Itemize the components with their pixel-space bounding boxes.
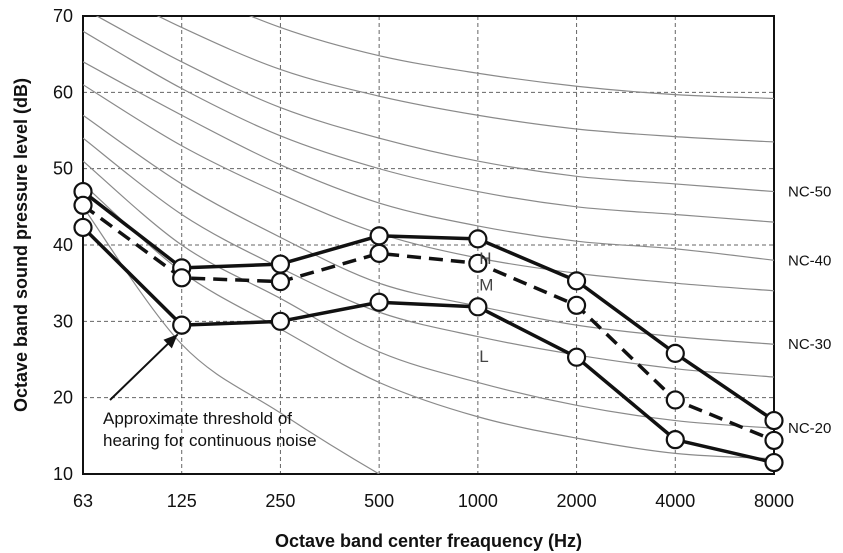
y-tick-10: 10	[53, 464, 73, 484]
point-l-250	[270, 311, 291, 331]
point-m-250	[270, 272, 291, 292]
x-tick-1000: 1000	[458, 491, 498, 511]
x-tick-500: 500	[364, 491, 394, 511]
x-tick-2000: 2000	[557, 491, 597, 511]
annotation-text-line-2: hearing for continuous noise	[103, 431, 317, 450]
series-line-m	[81, 203, 775, 443]
threshold-curve-group	[83, 206, 381, 474]
nc-curve-unlabeled-3	[83, 30, 774, 223]
nc-curve-nc-50	[95, 16, 774, 193]
point-m-500	[369, 243, 389, 263]
nc-label-nc-50: NC-50	[788, 184, 831, 201]
point-h-500	[369, 226, 389, 246]
grid	[82, 15, 775, 475]
point-h-4000	[665, 343, 685, 363]
text-group: NC-50 NC-40 NC-30 NC-20 HM L 10 20 30 40 50 60 70 63 1…	[11, 6, 831, 551]
point-h-1000	[468, 229, 488, 249]
y-tick-50: 50	[53, 159, 73, 179]
series-line-h	[81, 190, 775, 423]
point-m-2000	[566, 295, 587, 315]
y-tick-70: 70	[53, 6, 73, 26]
series-label-l: L	[479, 347, 488, 366]
point-l-500	[369, 292, 389, 312]
nc-curve-nc-40	[83, 61, 774, 261]
x-tick-125: 125	[167, 491, 197, 511]
nc-label-nc-40: NC-40	[788, 252, 831, 269]
series-line-l	[81, 226, 775, 465]
nc-curve-unlabeled-5	[83, 84, 774, 292]
y-tick-40: 40	[53, 235, 73, 255]
nc-curve-nc-30	[83, 114, 774, 345]
point-h-2000	[566, 271, 587, 291]
nc-curve-nc-20	[83, 160, 774, 429]
nc-curve-unlabeled-1	[156, 16, 774, 143]
x-tick-63: 63	[73, 491, 93, 511]
point-m-125	[172, 268, 192, 288]
x-tick-4000: 4000	[655, 491, 695, 511]
nc-curves	[83, 16, 774, 460]
plot-frame	[82, 15, 775, 475]
series-label-h: H	[479, 249, 491, 268]
point-l-63	[73, 217, 93, 238]
point-h-250	[270, 254, 291, 274]
y-tick-30: 30	[53, 311, 73, 331]
series-group	[73, 181, 784, 473]
nc-label-nc-30: NC-30	[788, 336, 831, 353]
annotation-arrow-line	[109, 333, 179, 401]
point-h-8000	[764, 410, 784, 431]
point-m-63	[73, 195, 93, 215]
series-label-m: M	[479, 275, 493, 294]
point-l-2000	[566, 347, 587, 367]
point-l-1000	[468, 297, 488, 317]
y-axis-title: Octave band sound pressure level (dB)	[11, 78, 31, 412]
nc-label-nc-20: NC-20	[788, 420, 831, 437]
x-tick-8000: 8000	[754, 491, 794, 511]
point-m-8000	[764, 430, 784, 451]
annotation-arrow-head	[163, 334, 178, 349]
y-tick-20: 20	[53, 388, 73, 408]
threshold-curve	[83, 206, 381, 474]
point-l-4000	[665, 430, 685, 450]
point-l-8000	[764, 452, 784, 473]
point-m-4000	[665, 390, 685, 410]
x-axis-title: Octave band center freaquency (Hz)	[275, 531, 582, 551]
nc-curve-unlabeled-0	[249, 16, 774, 100]
x-tick-250: 250	[265, 491, 295, 511]
point-m-1000	[468, 253, 488, 273]
nc-curve-unlabeled-7	[83, 137, 774, 378]
annotation-text-line-1: Approximate threshold of	[103, 409, 292, 428]
y-tick-60: 60	[53, 82, 73, 102]
point-l-125	[172, 315, 192, 335]
